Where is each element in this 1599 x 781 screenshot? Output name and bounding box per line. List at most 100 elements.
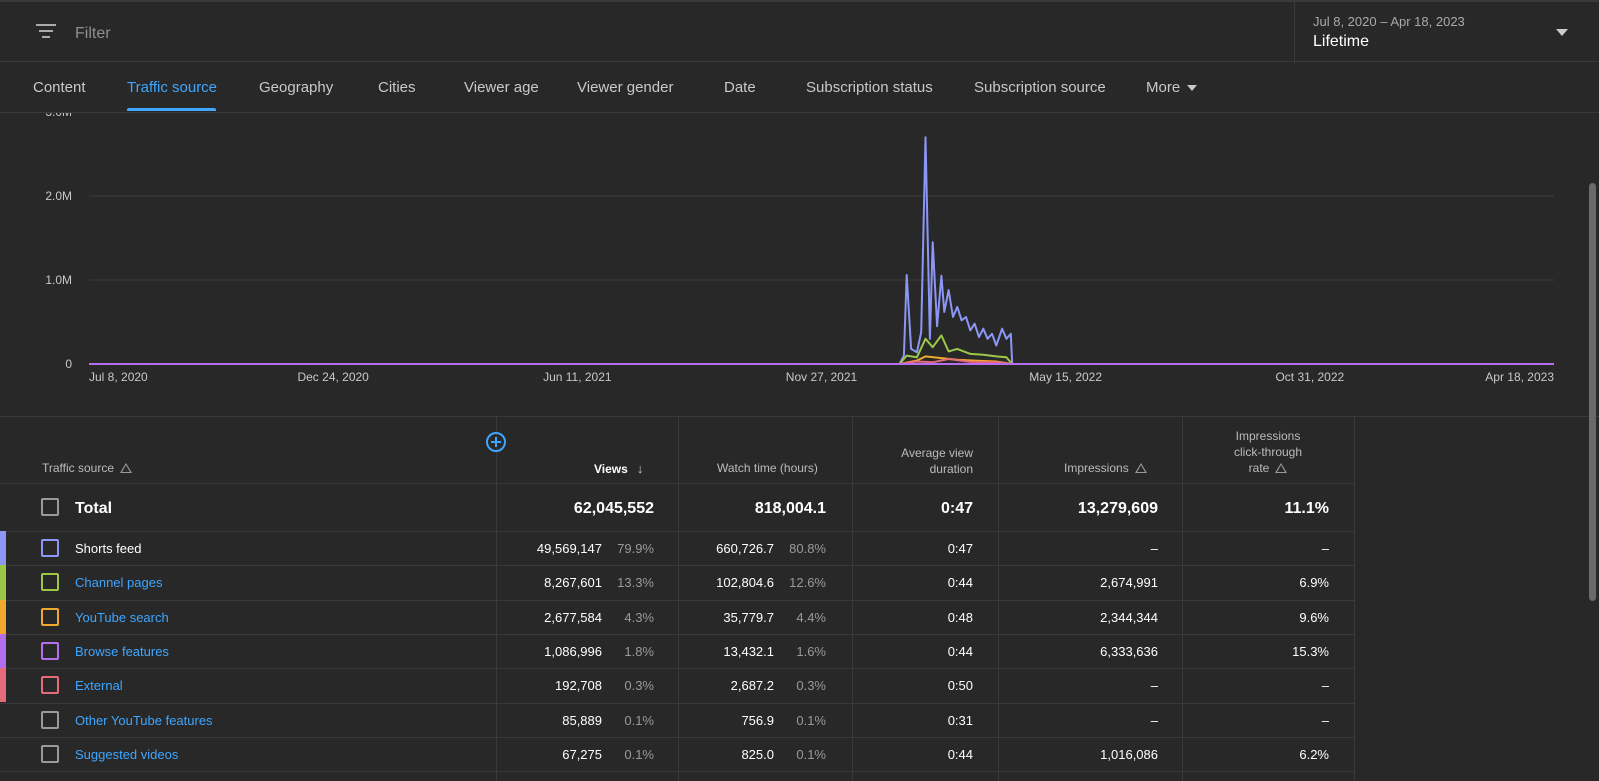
row-checkbox[interactable] [41,573,59,592]
tab-subscription-status[interactable]: Subscription status [806,79,933,96]
row-avg-duration: 0:44 [947,643,973,659]
x-tick-label: Nov 27, 2021 [786,370,858,384]
row-watch-time: 2,687.2 [730,678,774,694]
row-watch-pct: 0.1% [796,712,826,728]
add-metric-button[interactable] [486,432,506,452]
series-line [898,136,1066,365]
row-views: 67,275 [562,746,602,762]
header-avg-view-duration[interactable]: Average view duration [850,445,973,477]
active-tab-indicator [127,108,216,111]
row-watch-pct: 1.6% [796,643,826,659]
table-row[interactable]: Other YouTube features 85,889 0.1% 756.9 0.1… [0,703,1354,737]
table-row[interactable]: Channel pages 8,267,601 13.3% 102,804.6 12.6… [0,565,1354,600]
traffic-table: Traffic source Views ↓ Watch time (hours)… [0,417,1599,781]
table-row[interactable]: Suggested videos 67,275 0.1% 825.0 0.1% 0:44 1… [0,737,1354,771]
row-views: 49,569,147 [536,541,602,556]
row-checkbox[interactable] [41,676,59,695]
date-range-label: Lifetime [1313,33,1370,50]
tab-viewer-age[interactable]: Viewer age [464,79,539,96]
column-divider [998,417,999,781]
row-views-pct: 0.1% [624,712,654,728]
row-views: 192,708 [555,678,602,694]
header-avg-line1: Average view [901,446,973,460]
row-avg-duration: 0:44 [947,575,973,591]
header-views[interactable]: Views ↓ [594,461,643,476]
tab-more[interactable]: More [1146,79,1198,96]
row-source-name[interactable]: Other YouTube features [75,712,213,728]
header-impressions-label: Impressions [1064,461,1129,475]
header-ctr-line3: rate [1198,460,1338,476]
tab-content[interactable]: Content [33,79,86,96]
row-views: 1,086,996 [544,643,602,659]
row-watch-time: 35,779.7 [723,609,774,625]
header-views-label: Views [594,462,628,476]
tab-more-label: More [1146,79,1181,96]
row-source-name[interactable]: Channel pages [75,575,163,591]
header-ctr[interactable]: Impressions click-through rate [1198,428,1338,476]
tab-subscription-source[interactable]: Subscription source [974,79,1106,96]
row-impressions: 6,333,636 [1100,643,1158,659]
row-source-name[interactable]: External [75,678,123,694]
header-avg-line2: duration [929,462,973,476]
scrollbar[interactable] [1589,183,1596,601]
row-checkbox[interactable] [41,641,59,660]
tab-date[interactable]: Date [724,79,756,96]
row-source-name[interactable]: Suggested videos [75,746,179,762]
x-tick-label: Dec 24, 2020 [297,370,369,384]
header-impressions[interactable]: Impressions [1064,461,1147,475]
total-impressions: 13,279,609 [1077,500,1158,517]
row-views-pct: 0.1% [624,746,654,762]
date-range-text: Jul 8, 2020 – Apr 18, 2023 [1313,14,1465,29]
row-checkbox[interactable] [41,710,59,729]
row-watch-time: 13,432.1 [723,643,774,659]
column-divider [678,417,679,781]
filter-input[interactable]: Filter [75,25,111,42]
row-ctr: – [1321,678,1329,694]
row-source-name[interactable]: Browse features [75,643,169,659]
table-row[interactable]: YouTube search 2,677,584 4.3% 35,779.7 4.4% 0… [0,599,1354,634]
header-traffic-source[interactable]: Traffic source [42,461,133,475]
line-chart: 3.0M 2.0M 1.0M 0 Jul 8, 2020 Dec 24, 2020 Jun … [45,113,1554,384]
header-ctr-line2: click-through [1233,445,1303,459]
row-impressions: 2,344,344 [1100,609,1158,625]
table-row[interactable]: External 192,708 0.3% 2,687.2 0.3% 0:50 – – [0,668,1354,703]
tab-viewer-gender[interactable]: Viewer gender [577,79,674,96]
series-color-bar [0,668,6,703]
divider [0,483,1354,484]
row-impressions: – [1150,712,1158,728]
table-row[interactable]: Browse features 1,086,996 1.8% 13,432.1 1.6%… [0,633,1354,669]
row-ctr: 6.2% [1299,746,1329,762]
warning-icon [120,463,133,473]
column-divider [1354,417,1355,781]
row-checkbox[interactable] [41,539,59,557]
tab-traffic-source[interactable]: Traffic source [127,79,218,96]
row-divider [0,702,1354,704]
row-watch-pct: 12.6% [789,575,826,591]
row-impressions: – [1150,541,1158,556]
row-views-pct: 0.3% [624,678,654,694]
row-views: 85,889 [562,712,602,728]
tab-geography[interactable]: Geography [259,79,334,96]
row-views: 2,677,584 [544,609,602,625]
filter-icon[interactable] [36,24,56,40]
row-checkbox[interactable] [41,607,59,626]
row-ctr: – [1321,541,1329,556]
total-checkbox[interactable] [41,498,59,516]
row-impressions: 2,674,991 [1100,575,1158,591]
row-impressions: – [1150,678,1158,694]
row-divider [0,736,1354,738]
column-divider [852,417,853,781]
total-watch-time: 818,004.1 [754,500,826,517]
row-avg-duration: 0:50 [947,678,973,694]
row-watch-pct: 4.4% [796,609,826,625]
header-watch-time[interactable]: Watch time (hours) [717,461,818,475]
table-row[interactable]: Shorts feed 49,569,147 79.9% 660,726.7 80.8%… [0,531,1354,566]
date-range-selector[interactable]: Jul 8, 2020 – Apr 18, 2023 Lifetime [1294,2,1599,64]
series-color-bar [0,565,6,600]
chevron-down-icon[interactable] [1556,29,1568,36]
row-avg-duration: 0:47 [947,541,973,556]
tab-cities[interactable]: Cities [378,79,416,96]
total-label: Total [75,500,113,517]
row-checkbox[interactable] [41,744,59,763]
row-source-name[interactable]: YouTube search [75,609,169,625]
